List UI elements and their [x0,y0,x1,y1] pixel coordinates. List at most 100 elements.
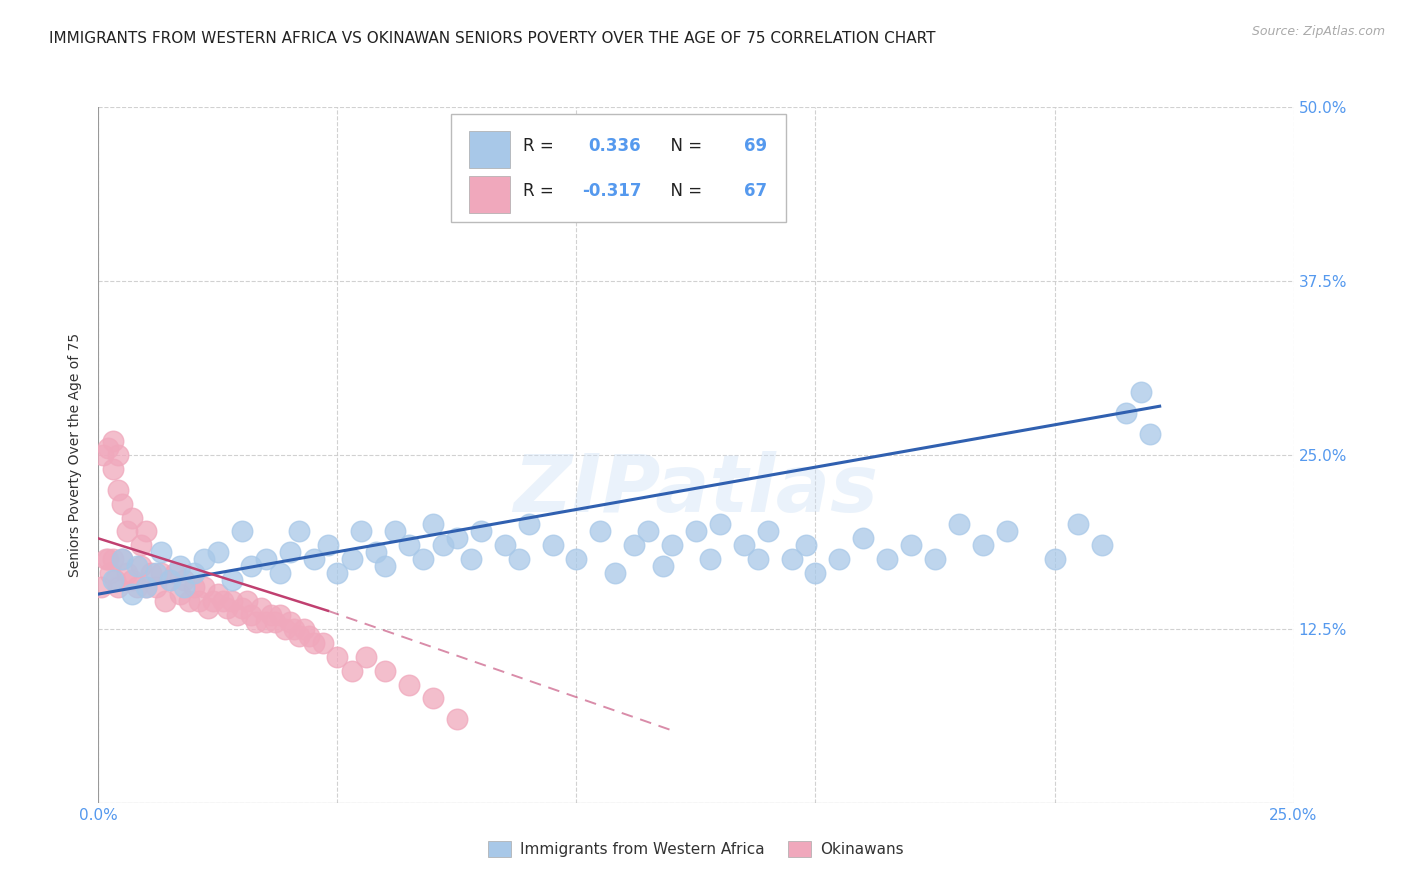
Point [924,552,946,566]
Point [422,691,444,706]
Point [1043,552,1066,566]
Point [828,552,851,566]
Point [1067,517,1090,532]
Point [207,545,229,559]
Point [97,552,120,566]
Point [350,524,373,539]
Point [709,517,731,532]
Point [107,483,129,497]
Point [135,524,157,539]
Point [326,566,349,581]
FancyBboxPatch shape [451,114,786,222]
Point [121,587,143,601]
Point [288,524,311,539]
Point [193,580,215,594]
Point [101,552,124,566]
Point [316,538,339,552]
Point [187,594,209,608]
Point [900,538,922,552]
Point [101,462,124,476]
Point [207,587,229,601]
Point [312,636,335,650]
Point [804,566,827,581]
Point [211,594,233,608]
Point [340,552,363,566]
Point [101,573,124,587]
Point [269,607,291,622]
Point [589,524,612,539]
Text: N =: N = [661,136,707,155]
Point [169,587,191,601]
Point [101,434,124,448]
Text: Source: ZipAtlas.com: Source: ZipAtlas.com [1251,25,1385,38]
Point [111,497,134,511]
Point [202,594,225,608]
Point [340,664,363,678]
Point [163,566,186,581]
Point [197,601,219,615]
Point [145,566,167,581]
Point [269,566,291,581]
Point [159,573,181,587]
Point [173,580,195,594]
Point [159,573,181,587]
Point [240,607,263,622]
Point [470,524,492,539]
Point [1091,538,1114,552]
Point [221,594,243,608]
Point [259,607,281,622]
Point [240,559,263,574]
Point [384,524,406,539]
Point [794,538,817,552]
Point [460,552,482,566]
Point [94,552,117,566]
Point [756,524,779,539]
Text: 0.336: 0.336 [589,136,641,155]
Point [948,517,970,532]
Point [254,552,277,566]
Point [733,538,755,552]
Point [541,538,564,552]
Point [131,559,153,574]
Point [245,615,267,629]
Point [699,552,721,566]
Point [179,594,201,608]
Point [292,622,315,636]
Point [111,552,134,566]
Point [274,622,297,636]
Point [623,538,645,552]
Point [98,566,122,581]
Point [97,441,120,455]
Point [432,538,454,552]
Point [121,510,143,524]
Point [173,573,195,587]
Text: 69: 69 [744,136,766,155]
Point [278,615,301,629]
Point [972,538,994,552]
Y-axis label: Seniors Poverty Over the Age of 75: Seniors Poverty Over the Age of 75 [69,333,83,577]
Point [412,552,434,566]
Point [780,552,803,566]
Point [131,538,153,552]
Point [398,677,420,691]
Point [876,552,898,566]
Point [217,601,239,615]
Point [183,580,205,594]
Point [517,517,540,532]
Point [374,559,396,574]
Point [231,524,253,539]
Point [135,580,157,594]
Point [302,636,325,650]
Point [221,573,243,587]
Point [121,573,143,587]
Point [226,607,249,622]
Point [155,594,177,608]
Point [494,538,516,552]
Point [298,629,321,643]
Point [107,448,129,462]
Point [995,524,1018,539]
Point [747,552,769,566]
Point [250,601,273,615]
Point [145,580,167,594]
Point [235,594,257,608]
